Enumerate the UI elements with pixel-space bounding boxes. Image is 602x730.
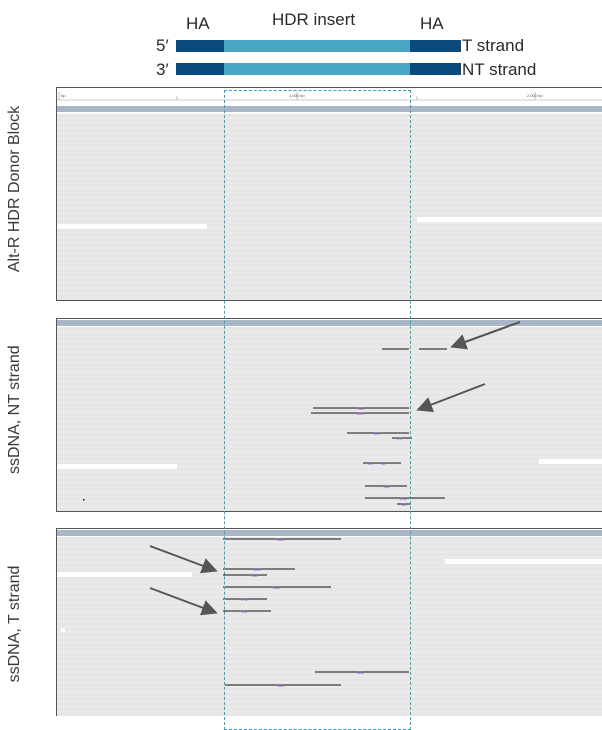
homology-arm-right-label: HA (420, 14, 444, 33)
t-strand-left-arm (176, 40, 224, 52)
read-gap (57, 464, 177, 469)
five-prime-label: 5′ (156, 36, 169, 55)
read-stack (57, 114, 602, 300)
alignment-panel-donor-block[interactable]: bp 1,000 bp 2,000 bp (56, 87, 602, 301)
read-length-label: 85 (402, 502, 407, 507)
dot-marker (83, 499, 85, 501)
read-length-label: 333 (273, 585, 280, 590)
nt-strand-insert (224, 63, 410, 75)
t-strand-right-arm (410, 40, 461, 52)
read-gap (57, 572, 192, 577)
read-length-label: 297 (374, 431, 381, 436)
ruler: bp 1,000 bp 2,000 bp (57, 92, 602, 101)
read-length-label: 287 (252, 573, 259, 578)
read-gap (539, 459, 602, 464)
read-length-label: 228 (400, 496, 407, 501)
alignment-panel-t-strand[interactable]: 306 292 287 333 172 151 261 286 (56, 528, 602, 716)
read-length-label: 281 (358, 406, 365, 411)
read-gap (417, 217, 602, 222)
read-length-label: 92 (381, 461, 386, 466)
nt-strand-left-arm (176, 63, 224, 75)
read-row-separators (57, 541, 602, 713)
homology-arm-left-label: HA (186, 14, 210, 33)
read-gap (57, 224, 207, 229)
read-row-separators (57, 117, 602, 294)
ruler-tick-label: 2,000 bp (527, 93, 543, 98)
hdr-insert-label: HDR insert (272, 10, 356, 29)
read-length-label: 172 (241, 597, 248, 602)
three-prime-label: 3′ (156, 60, 169, 79)
t-strand-label: T strand (462, 36, 525, 55)
nt-strand-label: NT strand (462, 60, 537, 79)
read-length-label: 95 (368, 461, 373, 466)
read-length-label: 286 (277, 683, 284, 688)
read-length-label: 306 (277, 537, 284, 542)
read-gap (445, 559, 602, 564)
nt-strand-right-arm (410, 63, 461, 75)
read-length-label: 222 (357, 411, 364, 416)
panel-label-t-strand: ssDNA, T strand (6, 565, 23, 683)
ruler-tick-label: 1,000 bp (289, 93, 305, 98)
read-gap (61, 628, 65, 632)
read-length-label: 261 (357, 670, 364, 675)
panel-label-donor-block: Alt-R HDR Donor Block (6, 105, 23, 273)
ruler-tick-label: bp (61, 93, 66, 98)
coverage-track (57, 530, 602, 536)
t-strand-track: 306 292 287 333 172 151 261 286 (57, 530, 602, 716)
alignment-panel-nt-strand[interactable]: 281 222 297 97 95 92 183 228 85 (56, 318, 602, 512)
nt-strand-track: 281 222 297 97 95 92 183 228 85 (57, 320, 602, 511)
coverage-track (57, 320, 602, 326)
construct-schematic: HA HDR insert HA 5′ T strand 3′ NT stran… (0, 0, 602, 84)
coverage-track (57, 106, 602, 112)
donor-block-track: bp 1,000 bp 2,000 bp (57, 92, 602, 300)
read-length-label: 151 (241, 609, 248, 614)
read-length-label: 292 (254, 567, 261, 572)
insert-region-guide (224, 90, 411, 730)
panel-label-nt-strand: ssDNA, NT strand (6, 345, 23, 474)
read-length-label: 97 (397, 436, 402, 441)
t-strand-insert (224, 40, 410, 52)
read-stack (57, 327, 602, 511)
read-length-label: 183 (383, 484, 390, 489)
